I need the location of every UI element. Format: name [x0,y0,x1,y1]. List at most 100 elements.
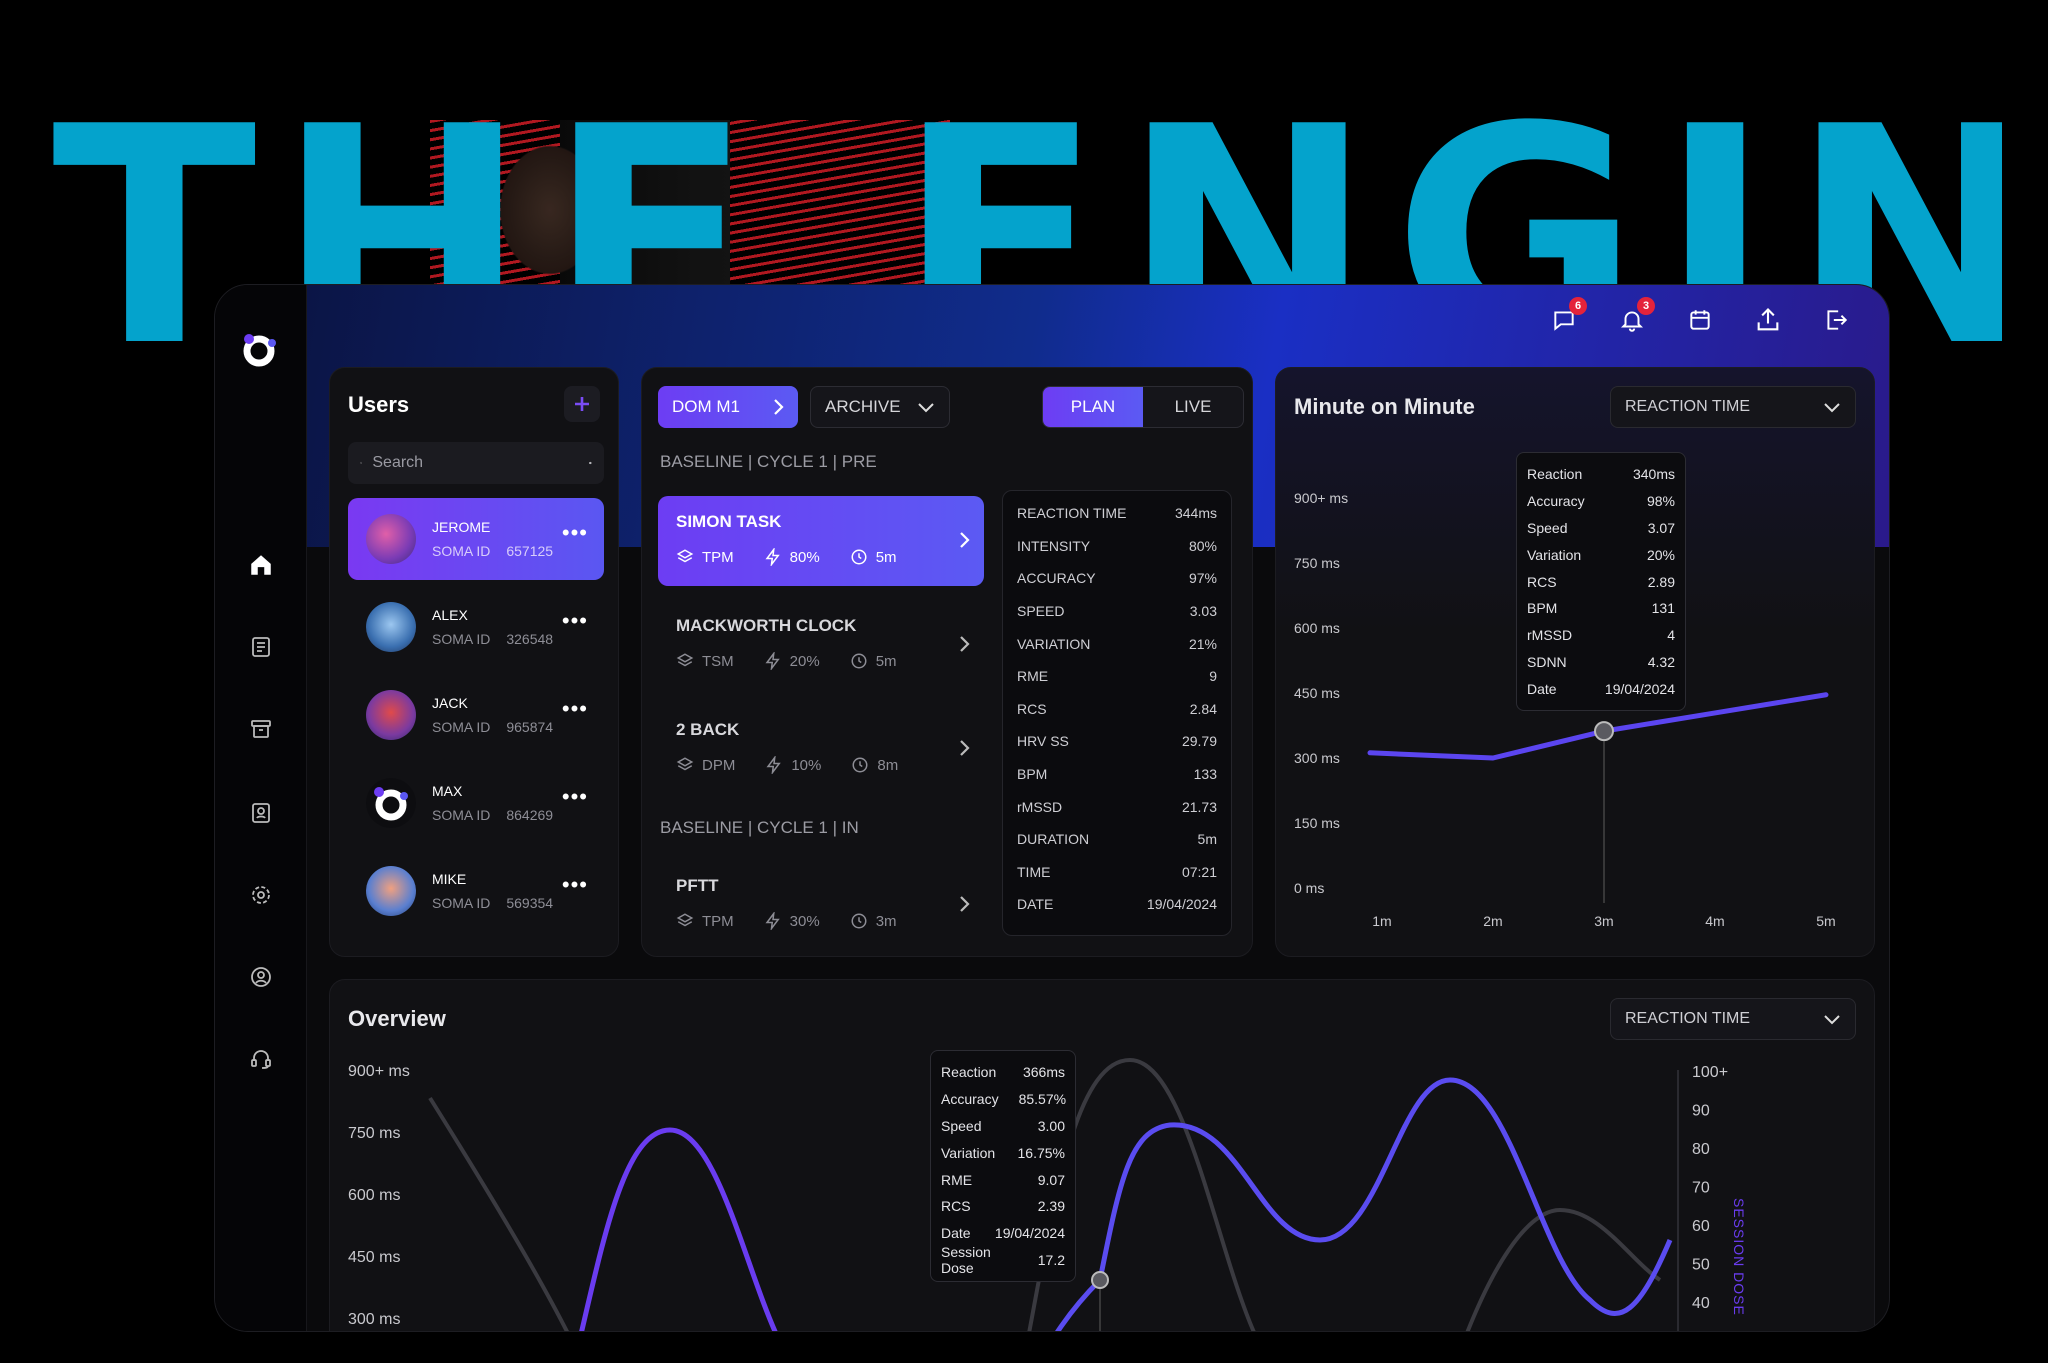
overview-metric-dropdown[interactable]: REACTION TIME [1610,998,1856,1040]
metric-row: BPM 133 [1017,766,1217,783]
archive-icon[interactable] [245,713,277,745]
support-icon[interactable] [245,1043,277,1075]
reports-icon[interactable] [245,631,277,663]
live-tab[interactable]: LIVE [1174,397,1212,416]
session-dose-line [428,1096,570,1331]
search-box [348,442,604,484]
task-item[interactable]: SIMON TASK TPM 80% 5m [658,496,984,586]
calendar-button[interactable] [1683,303,1717,337]
metric-row: RME 9 [1017,668,1217,685]
clock-icon [851,549,867,565]
tooltip-row: Speed 3.00 [941,1117,1065,1134]
add-user-button[interactable] [564,386,600,422]
user-item[interactable]: MAX SOMA ID 864269 ••• [348,762,604,844]
archive-label: ARCHIVE [825,397,901,416]
user-item[interactable]: ALEX SOMA ID 326548 ••• [348,586,604,668]
tooltip-row: Accuracy 85.57% [941,1091,1067,1108]
hero-athlete-image [430,120,950,290]
metric-row: DATE 19/04/2024 [1017,896,1217,913]
tooltip-row: Speed 3.07 [1527,519,1675,536]
chevron-right-icon [774,399,784,415]
profile-icon[interactable] [245,961,277,993]
hover-point[interactable] [1594,721,1614,742]
overview-tooltip: Reaction 366ms Accuracy 85.57% Speed 3.00 Vari… [930,1050,1076,1283]
tooltip-row: BPM 131 [1527,600,1675,617]
chevron-right-icon [960,740,970,756]
y-tick-label: 600 ms [1294,620,1340,636]
task-item[interactable]: MACKWORTH CLOCK TSM 20% 5m [658,600,984,690]
mom-dropdown-label: REACTION TIME [1625,398,1751,415]
home-icon[interactable] [245,549,277,581]
chevron-down-icon [918,403,934,413]
session-selector[interactable]: DOM M1 [658,386,798,428]
avatar [366,866,416,916]
session-dose-line [1465,1207,1662,1331]
hover-point [1091,1271,1109,1289]
notifications-button[interactable]: 3 [1615,297,1655,337]
section-label-pre: BASELINE | CYCLE 1 | PRE [660,452,877,471]
layers-icon [676,549,694,563]
y-tick-label: 150 ms [1294,815,1340,831]
y-tick-label-right: 70 [1692,1180,1710,1197]
metric-row: ACCURACY 97% [1017,570,1217,587]
user-item[interactable]: MIKE SOMA ID 569354 ••• [348,850,604,932]
y-tick-label-right: 90 [1692,1103,1710,1120]
tooltip-row: Session Dose 17.2 [941,1243,1065,1276]
session-label: DOM M1 [672,397,740,416]
sidebar [215,285,307,1331]
user-item[interactable]: JEROME SOMA ID 657125 ••• [348,498,604,580]
y-tick-label-right: 40 [1692,1295,1710,1312]
tooltip-row: SDNN 4.32 [1527,653,1675,670]
task-item[interactable]: PFTT TPM 30% 3m [658,860,984,950]
export-button[interactable] [1751,303,1785,337]
overview-dropdown-label: REACTION TIME [1625,1010,1751,1027]
tooltip-row: Variation 16.75% [941,1144,1065,1161]
messages-button[interactable]: 6 [1547,297,1587,337]
tooltip-row: RME 9.07 [941,1171,1065,1188]
y-tick-label-left: 750 ms [348,1125,400,1142]
more-options-icon[interactable]: ••• [561,608,588,633]
tooltip-row: RCS 2.89 [1527,573,1675,590]
more-options-icon[interactable]: ••• [561,872,588,897]
brand-logo[interactable] [241,329,281,369]
user-id: SOMA ID 569354 [432,895,554,911]
search-icon [360,462,363,464]
y-tick-label-left: 900+ ms [348,1063,410,1080]
archive-dropdown[interactable]: ARCHIVE [810,386,950,428]
tooltip-row: Date 19/04/2024 [941,1225,1065,1242]
metric-row: REACTION TIME 344ms [1017,505,1217,522]
y-tick-label: 450 ms [1294,685,1340,701]
metric-row: HRV SS 29.79 [1017,733,1217,750]
notifications-badge: 3 [1637,297,1655,315]
metric-row: TIME 07:21 [1017,863,1217,880]
more-options-icon[interactable]: ••• [561,696,588,721]
task-name: PFTT [676,876,719,895]
tooltip-row: Variation 20% [1527,546,1675,563]
user-id: SOMA ID 326548 [432,631,554,647]
metric-row: SPEED 3.03 [1017,603,1217,620]
mom-metric-dropdown[interactable]: REACTION TIME [1610,386,1856,428]
clear-search-icon[interactable] [589,453,592,473]
settings-icon[interactable] [245,879,277,911]
user-item[interactable]: JACK SOMA ID 965874 ••• [348,674,604,756]
task-item[interactable]: 2 BACK DPM 10% 8m [658,704,984,794]
plan-tab[interactable]: PLAN [1043,387,1143,427]
reaction-line [579,1127,778,1331]
task-name: SIMON TASK [676,512,782,531]
overview-chart: 900+ ms 750 ms 600 ms 450 ms 300 ms 100+ 90 80 7… [348,1057,1747,1331]
overview-title: Overview [348,1006,446,1031]
contacts-icon[interactable] [245,797,277,829]
logout-button[interactable] [1819,303,1853,337]
clock-icon [852,757,868,773]
more-options-icon[interactable]: ••• [561,784,588,809]
y-tick-label-right: 50 [1692,1257,1710,1274]
layers-icon [676,757,694,771]
more-options-icon[interactable]: ••• [561,520,588,545]
search-input[interactable] [372,454,580,472]
mom-title: Minute on Minute [1294,394,1475,419]
top-actions: 6 3 [1547,297,1853,337]
clock-icon [851,653,867,669]
x-tick-label: 5m [1816,913,1835,929]
y-tick-label-right: 60 [1692,1218,1710,1235]
app-window: 6 3 Users JEROME SOMA I [214,284,1890,1332]
